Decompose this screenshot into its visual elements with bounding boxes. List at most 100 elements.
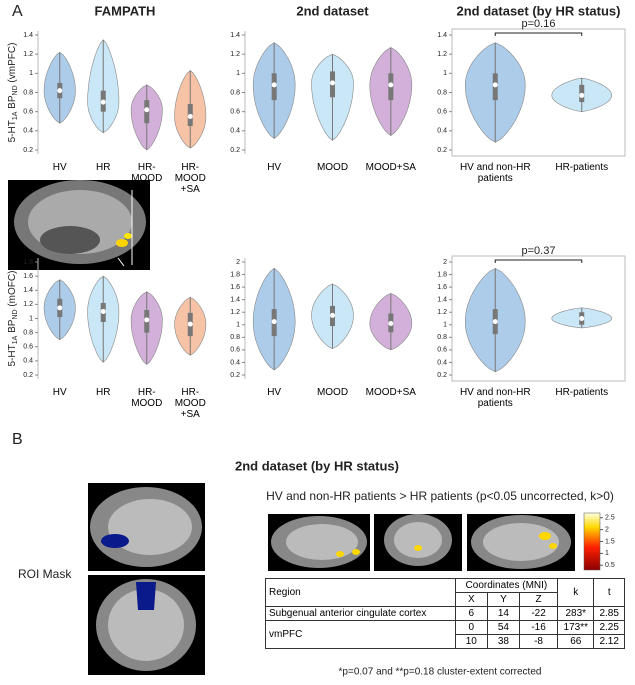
y-tick-label: 0.8 [230,334,240,341]
x-tick-label-box: HV [267,162,281,173]
y-tick-label: 0.2 [437,372,447,379]
x-tick-label: HR [96,387,111,398]
table-cell: 14 [486,606,521,621]
table-header: k [557,578,595,607]
y-tick-label: 0.8 [437,89,447,96]
y-axis-label: 5-HT1A BPND (mOFC) [7,271,19,367]
panel-label: A [12,3,23,20]
x-tick-label-box: HV [52,162,67,173]
x-tick-label-box: HR [96,162,110,173]
x-tick-label-box: HV [53,387,67,398]
y-tick-label: 1.4 [230,32,240,39]
violin-median [492,319,498,325]
violin-median [100,308,106,314]
y-tick-label: 1 [236,322,240,329]
y-tick-label: 1.4 [437,297,447,304]
y-tick-label: 1.8 [230,271,240,278]
y-tick-label: 1 [443,70,447,77]
x-tick-label-box: HR-MOOD+SA [175,162,206,192]
y-tick-label: 2 [236,259,240,266]
y-tick-label: 0.6 [23,109,33,116]
y-tick-label: 1.4 [437,32,447,39]
y-tick-label: 0.6 [437,109,447,116]
y-tick-label: 1.6 [23,273,33,280]
y-tick-label: 0.2 [23,147,33,154]
roi-axial [88,575,205,675]
result-coronal [374,514,462,571]
y-axis-label-part: BP [7,95,18,111]
x-tick-label: HV and non-HR patients [459,387,531,409]
x-tick-label-box: HR-patients [555,387,608,398]
roi-sagittal [88,483,205,571]
y-axis-label-part: ND [12,85,19,95]
x-tick-label: HR-MOOD+SA [174,387,206,417]
y-tick-label: 0.4 [230,359,240,366]
significance-bracket [494,259,583,263]
x-tick-label: HR-MOOD [131,162,163,184]
y-axis-label-part: 1A [12,111,19,120]
y-tick-label: 1 [236,70,240,77]
colorbar [583,512,601,571]
results-table: Region Coordinates (MNI) k t X Y Z Subge… [265,578,625,649]
significance-bracket [494,32,583,36]
violin-median [330,312,335,318]
violin-median [187,321,193,327]
footnote: *p=0.07 and **p=0.18 cluster-extent corr… [339,667,542,678]
y-axis-label-part: 5-HT [7,120,18,142]
table-header: Region [265,578,456,607]
result-sagittal [268,514,370,571]
y-axis-label-part: 1A [12,335,19,344]
y-tick-label: 0.4 [23,128,33,135]
y-tick-label: 0.6 [437,347,447,354]
x-tick-label: MOOD [316,387,349,398]
colorbar-tick-label: 1 [605,550,609,557]
y-tick-label: 1 [443,322,447,329]
x-tick-label-box: HR-MOOD [131,387,163,409]
table-cell: 10 [454,634,488,649]
table-cell: -22 [519,606,559,621]
y-tick-label: 1.4 [23,32,33,39]
table-cell: 66 [557,634,595,649]
x-tick-label: HV [267,387,282,398]
table-cell: Subgenual anterior cingulate cortex [265,606,456,621]
y-tick-label: 0.2 [437,147,447,154]
violin-median [579,316,585,321]
x-tick-label: HR-MOOD [131,387,163,409]
x-tick-label: HV [52,162,67,173]
result-axial [467,514,575,571]
y-tick-label: 0.8 [23,329,33,336]
y-tick-label: 0.4 [23,358,33,365]
x-tick-label-box: HV and non-HR patients [460,162,531,184]
x-tick-label: MOOD [316,162,349,173]
x-tick-label-box: HV and non-HR patients [459,387,531,409]
table-header: Coordinates (MNI) [454,578,559,593]
violin-median [144,107,150,113]
chart-title: 2nd dataset (by HR status) [457,3,621,18]
x-tick-label: MOOD+SA [365,387,416,398]
y-tick-label: 1.6 [230,284,240,291]
violin-median [187,113,193,119]
x-tick-label-box: HR-MOOD+SA [174,387,206,417]
y-tick-label: 0.6 [230,109,240,116]
table-cell: 2.25 [593,620,625,635]
y-tick-label: 1.2 [437,51,447,58]
x-tick-label-box: MOOD [316,387,349,398]
table-cell: vmPFC [265,620,456,649]
y-tick-label: 0.8 [23,89,33,96]
table-cell: 38 [486,634,521,649]
y-axis-label-part: (vmPFC) [7,43,18,86]
y-tick-label: 1.4 [230,297,240,304]
y-tick-label: 0.8 [437,334,447,341]
table-cell: 173** [557,620,595,635]
violin-median [271,319,277,325]
y-tick-label: 0.2 [23,372,33,379]
y-tick-label: 0.2 [230,147,240,154]
chart-title: 2nd dataset [296,3,369,18]
violin-median [579,92,585,98]
table-cell: 2.12 [593,634,625,649]
y-tick-label: 1 [29,315,33,322]
y-tick-label: 0.6 [23,344,33,351]
colorbar-tick-label: 0.5 [605,562,615,569]
colorbar-tick-label: 2 [605,526,609,533]
